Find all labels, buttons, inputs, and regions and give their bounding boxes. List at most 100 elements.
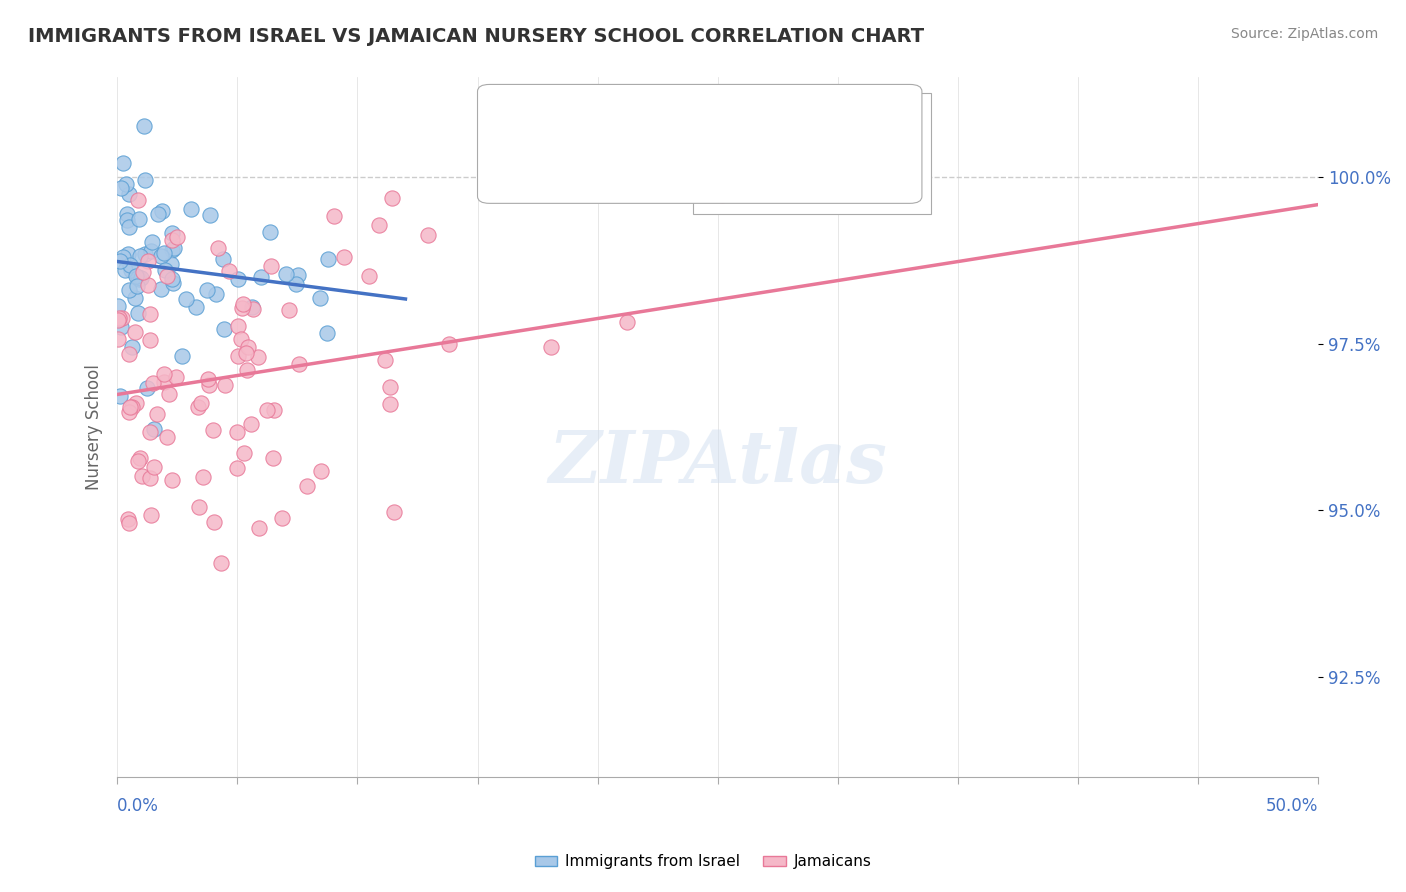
jamaican [197,372,219,386]
jamaican [142,376,165,391]
Text: IMMIGRANTS FROM ISRAEL VS JAMAICAN NURSERY SCHOOL CORRELATION CHART: IMMIGRANTS FROM ISRAEL VS JAMAICAN NURSE… [28,27,924,45]
israel [135,381,157,395]
israel [114,263,136,277]
israel [149,282,172,296]
jamaican [121,400,143,414]
israel [125,269,148,284]
jamaican [209,556,232,570]
jamaican [263,402,285,417]
israel [180,202,202,216]
jamaican [540,340,562,354]
jamaican [322,209,344,223]
jamaican [256,403,278,417]
israel [153,245,176,260]
jamaican [162,473,184,487]
israel [250,269,273,284]
Text: 0.0%: 0.0% [117,797,159,815]
israel [195,283,218,297]
israel [162,243,184,257]
jamaican [226,461,249,475]
israel [132,119,155,133]
israel [125,279,148,293]
jamaican [187,400,209,414]
israel [111,156,134,170]
israel [134,247,156,261]
jamaican [359,268,381,283]
israel [108,254,131,268]
jamaican [297,479,319,493]
Text: ZIPAtlas: ZIPAtlas [548,426,887,498]
jamaican [156,269,179,284]
israel [287,268,309,283]
jamaican [162,233,184,247]
jamaican [380,379,402,393]
israel [160,257,183,271]
israel [242,300,264,314]
jamaican [382,505,405,519]
israel [142,422,165,436]
israel [118,187,141,202]
israel [117,247,139,261]
jamaican [146,407,169,421]
Text: 50.0%: 50.0% [1265,797,1319,815]
israel [153,263,176,277]
jamaican [226,318,249,333]
jamaican [381,190,404,204]
jamaican [132,265,155,279]
israel [162,276,184,290]
jamaican [616,315,638,329]
jamaican [226,349,249,363]
jamaican [229,332,252,346]
jamaican [416,227,439,242]
jamaican [118,405,141,419]
jamaican [108,310,131,325]
Legend: israel, jamaican, R = 0.484   N = 66, R = 0.395   N = 85: israel, jamaican, R = 0.484 N = 66, R = … [693,94,931,214]
jamaican [107,332,129,346]
jamaican [262,450,284,465]
israel [205,286,228,301]
israel [110,320,132,334]
israel [118,219,141,234]
israel [124,291,146,305]
jamaican [207,241,229,255]
israel [120,258,142,272]
jamaican [226,425,249,439]
israel [118,283,141,297]
israel [160,226,183,240]
jamaican [107,312,129,326]
jamaican [247,350,270,364]
Text: Source: ZipAtlas.com: Source: ZipAtlas.com [1230,27,1378,41]
israel [163,241,186,255]
jamaican [201,424,224,438]
israel [316,326,339,340]
jamaican [236,340,259,354]
jamaican [166,229,188,244]
Y-axis label: Nursery School: Nursery School [86,364,103,490]
israel [108,389,131,403]
jamaican [311,464,333,478]
jamaican [152,375,174,389]
jamaican [233,446,256,460]
israel [112,250,135,264]
jamaican [193,470,215,484]
israel [110,181,132,195]
israel [127,306,149,320]
jamaican [125,396,148,410]
jamaican [136,253,159,268]
israel [274,268,297,282]
israel [117,207,139,221]
jamaican [117,511,139,525]
israel [117,213,139,227]
israel [108,312,131,326]
FancyBboxPatch shape [478,85,922,203]
jamaican [240,417,263,431]
jamaican [198,377,221,392]
jamaican [214,378,236,392]
jamaican [288,357,311,371]
israel [150,248,173,262]
jamaican [118,400,141,414]
jamaican [117,347,139,361]
jamaican [139,471,162,485]
jamaican [156,430,179,444]
jamaican [139,508,162,522]
